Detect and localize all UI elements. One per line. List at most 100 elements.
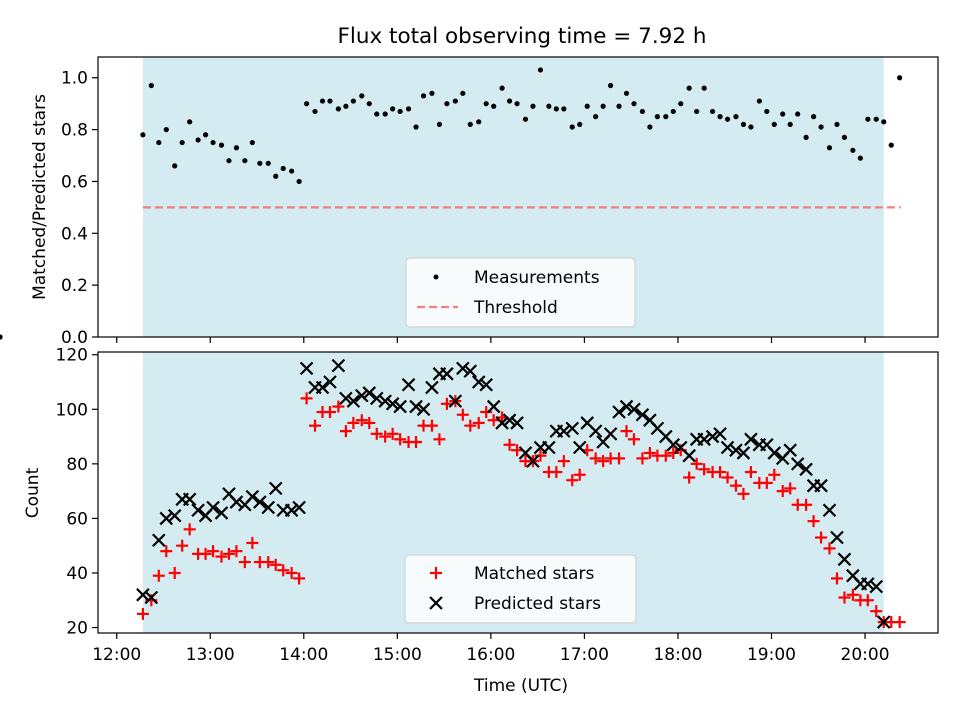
matched-point [893,616,906,629]
predicted-point-b [760,437,774,452]
measurement-point [663,114,669,120]
predicted-point-b [650,421,665,436]
matched-point [807,515,820,528]
measurement-point [140,132,146,138]
predicted-point-b [814,478,828,493]
measurement-point [420,93,427,99]
predicted-point-b [720,440,735,455]
matched-point [370,427,383,440]
measurement-point [163,126,169,133]
predicted-point-b [495,416,509,430]
matched-point [830,572,843,585]
predicted-point [456,361,470,376]
matched-point [433,433,446,446]
y-tick-label: 40 [66,564,88,584]
predicted-point [136,588,150,602]
predicted-point [323,375,337,389]
predicted-point [463,364,478,378]
predicted-point-b [479,377,493,392]
matched-point [152,569,165,582]
predicted-point [542,440,556,455]
measurement-point [312,108,318,115]
predicted-point [393,399,407,414]
matched-point [589,452,602,465]
measurement-point [460,90,466,96]
legend-threshold-label: Threshold [473,298,558,318]
x-tick-label: 12:00 [92,645,141,665]
measurement-point [850,147,856,153]
predicted-point-b [783,443,797,457]
predicted-point-b [729,443,743,457]
predicted-point-b [409,399,423,414]
matched-point [230,545,243,558]
predicted-point-b [673,440,688,455]
predicted-point-b [323,375,337,389]
matched-point [246,536,259,549]
predicted-point [572,440,587,455]
predicted-point [705,429,720,444]
matched-point [347,416,360,429]
predicted-point [729,443,743,457]
predicted-point [495,416,509,430]
measurement-point [179,139,185,146]
predicted-point-b [580,416,594,430]
predicted-point-b [542,440,556,455]
measurement-point [787,121,793,128]
measurement-point [701,85,707,91]
predicted-point [682,448,696,463]
matched-point [160,545,173,558]
legend-predicted-marker [429,596,443,610]
matched-point [472,416,485,429]
y-tick-label: 80 [66,455,88,475]
matched-point [503,438,516,451]
predicted-point [736,446,751,460]
matched-point [183,523,196,536]
measurement-point [350,98,356,104]
measurement-point [724,116,731,122]
predicted-point-b [152,533,166,548]
predicted-point-b [339,391,353,406]
predicted-point-b [463,364,478,378]
measurement-point [795,111,801,117]
predicted-point-b [619,399,634,414]
predicted-point [799,462,813,477]
predicted-point [425,380,439,395]
matched-point [363,416,376,429]
legend-predicted-label: Predicted stars [474,594,601,614]
predicted-point-b [767,446,782,460]
matched-point [823,542,836,555]
matched-point [379,430,392,443]
predicted-point [401,377,416,392]
measurement-point [561,106,567,112]
predicted-point [479,377,493,392]
x-tick-label: 20:00 [841,645,890,665]
matched-point [456,408,469,421]
measurement-point [476,119,482,125]
x-tick-label: 18:00 [653,645,702,665]
predicted-point [152,533,166,548]
matched-point [480,406,493,419]
measurement-point [537,67,544,73]
legend-measurements-label: Measurements [474,268,600,288]
measurement-point [593,114,599,120]
matched-point [293,572,306,585]
y-tick-label: 60 [66,509,88,529]
predicted-point [292,500,306,515]
predicted-point-b [486,399,501,414]
predicted-point [861,577,875,591]
matched-point [394,433,407,446]
matched-point [737,487,750,500]
measurement-point [530,103,536,109]
measurement-point [242,158,248,164]
measurement-point [584,103,590,109]
measurement-point [335,106,342,112]
y-tick-label: 0.2 [61,276,88,296]
predicted-point-b [315,380,330,395]
predicted-point [713,427,727,441]
predicted-point [790,457,805,471]
predicted-point-b [682,448,696,463]
predicted-point-b [572,440,587,455]
measurement-point [280,165,286,172]
measurement-point [499,85,505,91]
predicted-point-b [191,503,205,518]
